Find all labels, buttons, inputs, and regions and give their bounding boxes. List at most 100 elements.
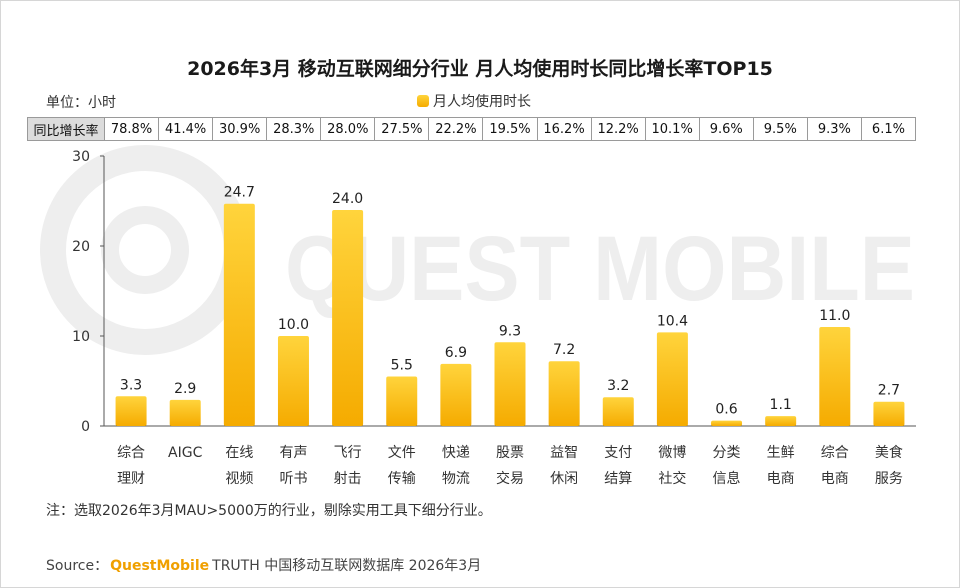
bar-value-label: 24.7 — [224, 185, 255, 201]
x-category-label: 股票交易 — [496, 445, 524, 487]
x-category-line: 综合 — [821, 445, 849, 461]
bar-12 — [765, 416, 797, 426]
footnote: 注：选取2026年3月MAU>5000万的行业，剔除实用工具下细分行业。 — [46, 503, 492, 519]
yoy-cell-10: 10.1% — [644, 117, 700, 141]
x-category-line: 美食 — [875, 444, 903, 461]
bar-11 — [711, 420, 743, 426]
legend-label: 月人均使用时长 — [433, 94, 531, 110]
yoy-cell-12: 9.5% — [752, 117, 808, 141]
yoy-cell-2: 30.9% — [212, 117, 268, 141]
x-category-label: 美食服务 — [875, 444, 903, 487]
x-category-label: 文件传输 — [388, 445, 416, 487]
x-category-line: 交易 — [496, 470, 524, 487]
bar-14 — [873, 401, 905, 426]
bar-value-label: 7.2 — [553, 342, 575, 358]
bar-7 — [494, 342, 526, 426]
x-category-label: AIGC — [168, 445, 203, 461]
yoy-cell-11: 9.6% — [698, 117, 754, 141]
bar-4 — [332, 210, 364, 426]
x-category-line: 理财 — [117, 471, 145, 487]
chart-title: 2026年3月 移动互联网细分行业 月人均使用时长同比增长率TOP15 — [187, 58, 773, 80]
bar-value-label: 2.7 — [878, 383, 900, 399]
yoy-cell-9: 12.2% — [590, 117, 646, 141]
x-category-line: 结算 — [604, 471, 632, 487]
x-category-label: 综合电商 — [821, 445, 849, 487]
x-category-line: 飞行 — [334, 445, 362, 461]
x-category-label: 飞行射击 — [334, 445, 362, 487]
bar-1 — [169, 399, 201, 426]
yoy-growth-table: 同比增长率 78.8% 41.4% 30.9% 28.3% 28.0% 27.5% 22.2… — [27, 117, 917, 141]
x-category-line: 服务 — [875, 471, 903, 487]
x-category-line: 社交 — [658, 470, 686, 487]
y-tick-label: 30 — [72, 149, 90, 165]
x-category-line: 传输 — [388, 471, 416, 487]
x-category-line: 快递 — [442, 445, 470, 461]
bar-value-label: 10.0 — [278, 317, 309, 333]
x-category-label: 分类信息 — [713, 445, 741, 487]
yoy-growth-row: 同比增长率 78.8% 41.4% 30.9% 28.3% 28.0% 27.5% 22.2… — [27, 117, 917, 141]
bar-5 — [386, 376, 418, 426]
x-category-label: 综合理财 — [117, 445, 145, 487]
bar-value-label: 1.1 — [770, 397, 792, 413]
source-prefix: Source： — [46, 558, 109, 574]
y-tick-label: 20 — [72, 239, 90, 255]
x-category-line: 支付 — [604, 445, 632, 461]
x-category-line: 休闲 — [550, 471, 578, 487]
bar-9 — [602, 397, 634, 426]
bar-value-label: 10.4 — [657, 313, 688, 329]
bar-value-label: 2.9 — [174, 381, 196, 397]
x-category-line: 视频 — [225, 471, 253, 487]
bar-3 — [277, 336, 309, 426]
x-category-line: AIGC — [168, 445, 203, 461]
x-category-line: 有声 — [279, 445, 307, 461]
bar-0 — [115, 396, 147, 426]
yoy-cell-13: 9.3% — [806, 117, 862, 141]
legend-swatch-icon — [417, 95, 429, 107]
x-category-line: 电商 — [821, 471, 849, 487]
bar-10 — [656, 332, 688, 426]
x-category-line: 信息 — [713, 470, 741, 487]
x-category-line: 电商 — [767, 471, 795, 487]
yoy-cell-14: 6.1% — [860, 117, 917, 141]
legend: 月人均使用时长 — [417, 91, 531, 111]
bar-value-label: 24.0 — [332, 191, 363, 207]
bar-value-label: 9.3 — [499, 323, 521, 339]
bar-value-label: 3.2 — [607, 378, 629, 394]
yoy-cell-3: 28.3% — [266, 117, 322, 141]
bar-13 — [819, 327, 851, 426]
x-category-label: 支付结算 — [604, 445, 632, 487]
x-category-line: 在线 — [225, 445, 253, 461]
bar-6 — [440, 363, 472, 426]
bar-value-label: 11.0 — [819, 308, 850, 324]
yoy-cell-7: 19.5% — [482, 117, 538, 141]
x-category-line: 股票 — [496, 445, 524, 461]
x-category-line: 物流 — [442, 471, 470, 487]
x-category-label: 微博社交 — [658, 444, 686, 487]
bar-value-label: 5.5 — [391, 358, 413, 374]
x-category-label: 有声听书 — [279, 445, 307, 487]
bar-value-label: 6.9 — [445, 345, 467, 361]
yoy-header-cell: 同比增长率 — [27, 117, 105, 141]
yoy-cell-6: 22.2% — [428, 117, 484, 141]
unit-label: 单位：小时 — [46, 95, 116, 111]
x-category-label: 在线视频 — [225, 445, 253, 487]
yoy-cell-8: 16.2% — [536, 117, 592, 141]
bar-value-label: 0.6 — [715, 402, 737, 418]
bar-8 — [548, 361, 580, 426]
bar-value-label: 3.3 — [120, 377, 142, 393]
x-category-line: 生鲜 — [767, 445, 795, 461]
x-category-line: 文件 — [388, 445, 416, 461]
yoy-cell-5: 27.5% — [374, 117, 430, 141]
yoy-cell-1: 41.4% — [158, 117, 214, 141]
yoy-cell-4: 28.0% — [320, 117, 376, 141]
source-line: Source： QuestMobile TRUTH 中国移动互联网数据库 2026年… — [46, 555, 481, 575]
x-category-line: 微博 — [658, 444, 686, 461]
x-category-label: 生鲜电商 — [767, 445, 795, 487]
x-category-line: 综合 — [117, 445, 145, 461]
x-category-label: 益智休闲 — [550, 445, 578, 487]
x-category-label: 快递物流 — [442, 445, 470, 487]
x-category-line: 听书 — [279, 471, 307, 487]
x-category-line: 分类 — [713, 445, 741, 461]
y-tick-label: 0 — [81, 419, 90, 435]
